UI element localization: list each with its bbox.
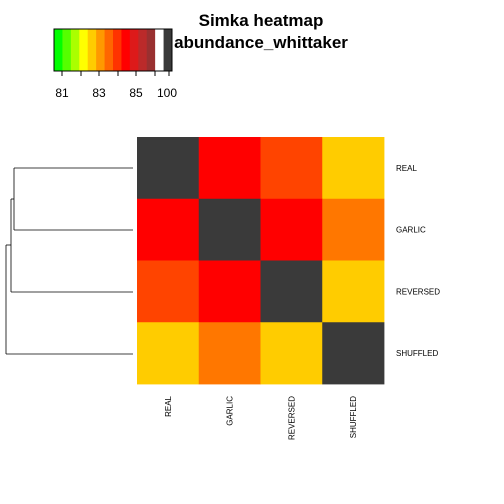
legend-tick-label: 100 xyxy=(157,86,177,100)
legend-color-bin xyxy=(121,29,131,71)
column-labels: REAL GARLIC REVERSED SHUFFLED xyxy=(164,395,358,440)
legend-tick-label: 81 xyxy=(55,86,69,100)
heatmap-cell xyxy=(137,137,200,200)
row-label: GARLIC xyxy=(396,226,426,235)
legend-color-bin xyxy=(87,29,97,71)
legend-color-bin xyxy=(96,29,105,71)
heatmap-cell xyxy=(260,137,323,200)
legend-frame xyxy=(53,28,173,72)
heatmap-cell xyxy=(137,198,200,261)
heatmap-cells xyxy=(137,137,385,385)
heatmap-cell xyxy=(137,322,200,385)
legend-color-bin xyxy=(70,29,80,71)
chart-subtitle: abundance_whittaker xyxy=(174,33,348,52)
legend-color-bin xyxy=(54,29,63,71)
heatmap-cell xyxy=(322,260,385,323)
column-label: SHUFFLED xyxy=(349,396,358,438)
legend-color-bin xyxy=(113,29,122,71)
row-labels: REAL GARLIC REVERSED SHUFFLED xyxy=(396,164,440,358)
legend-color-bin xyxy=(163,29,173,71)
heatmap-cell xyxy=(260,198,323,261)
legend-color-bin xyxy=(79,29,89,71)
row-label: REVERSED xyxy=(396,287,440,296)
row-dendrogram xyxy=(5,167,133,355)
legend-tick-label: 85 xyxy=(129,86,143,100)
heatmap-cell xyxy=(322,198,385,261)
legend-color-bin xyxy=(104,29,114,71)
column-label: REVERSED xyxy=(287,396,296,440)
legend-color-bin xyxy=(146,29,156,71)
heatmap-cell xyxy=(322,137,385,200)
legend-tick-label: 83 xyxy=(92,86,106,100)
heatmap-cell xyxy=(198,322,261,385)
chart-title: Simka heatmap xyxy=(199,11,324,30)
heatmap-cell xyxy=(198,198,261,261)
row-label: SHUFFLED xyxy=(396,349,438,358)
legend-color-bin xyxy=(138,29,148,71)
heatmap-cell xyxy=(322,322,385,385)
legend-color-bin xyxy=(62,29,72,71)
heatmap-cell xyxy=(137,260,200,323)
column-label: REAL xyxy=(164,395,173,416)
row-label: REAL xyxy=(396,164,417,173)
color-key-legend: 81 83 85 100 xyxy=(53,28,177,100)
legend-color-bin xyxy=(129,29,139,71)
heatmap-cell xyxy=(198,260,261,323)
heatmap-cell xyxy=(260,260,323,323)
legend-color-bin xyxy=(155,29,164,71)
heatmap-cell xyxy=(198,137,261,200)
column-label: GARLIC xyxy=(226,396,235,426)
heatmap-cell xyxy=(260,322,323,385)
